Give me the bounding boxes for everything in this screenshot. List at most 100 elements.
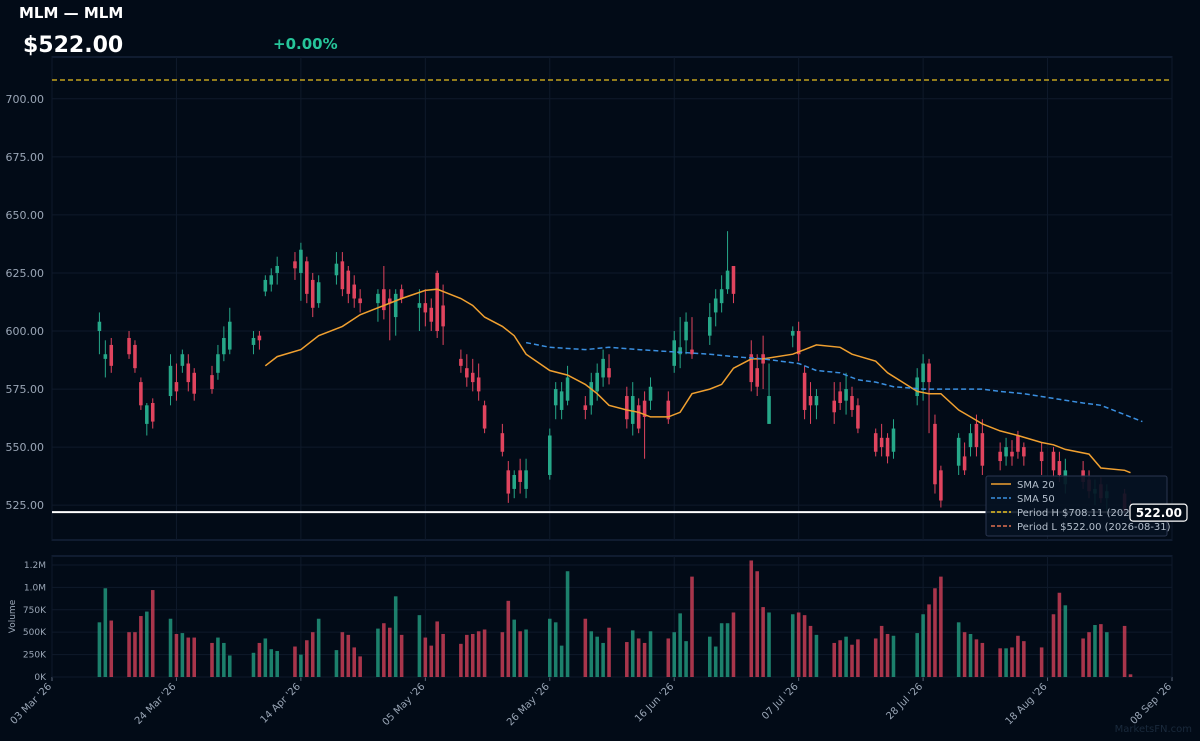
volume-bar <box>358 656 362 677</box>
x-tick-label: 18 Aug '26 <box>1004 681 1050 727</box>
volume-bar <box>719 623 724 677</box>
volume-bar <box>1010 647 1014 677</box>
volume-bar <box>755 571 759 677</box>
candle-body <box>388 298 392 304</box>
candle-body <box>1016 435 1020 452</box>
volume-bar <box>642 642 647 677</box>
candle-body <box>1057 461 1062 475</box>
x-tick-label: 14 Apr '26 <box>259 681 303 725</box>
candle-body <box>174 382 179 392</box>
volume-bar <box>174 633 179 677</box>
candle-body <box>441 305 445 327</box>
volume-bar <box>856 639 860 677</box>
candle-body <box>879 437 884 448</box>
candle-body <box>731 265 736 294</box>
candle-body <box>583 405 588 410</box>
legend-label: Period L $522.00 (2026-08-31) <box>1017 522 1171 533</box>
volume-bar <box>399 634 404 677</box>
candle-body <box>885 437 890 457</box>
volume-tick-label: 1.0M <box>24 583 46 593</box>
volume-axis-label: Volume <box>8 599 18 633</box>
candle-body <box>109 344 114 366</box>
candle-body <box>476 377 481 392</box>
candle-body <box>974 423 979 448</box>
volume-tick-label: 500K <box>23 628 47 638</box>
volume-bar <box>636 638 641 677</box>
candle-body <box>642 400 647 417</box>
volume-bar <box>1099 624 1103 677</box>
volume-bar <box>310 632 315 677</box>
candle-body <box>755 368 759 387</box>
candle-body <box>97 321 102 332</box>
volume-bar <box>150 590 155 677</box>
volume-bar <box>441 633 445 677</box>
volume-bar <box>275 651 279 677</box>
candle-body <box>263 279 268 292</box>
candle-body <box>672 340 676 366</box>
legend-label: SMA 50 <box>1017 494 1055 505</box>
candle-body <box>939 470 943 501</box>
volume-bar <box>678 613 682 677</box>
candle-body <box>376 293 380 304</box>
candle-body <box>553 389 558 406</box>
candle-body <box>891 428 896 452</box>
candle-body <box>713 298 718 313</box>
volume-bar <box>1022 641 1026 677</box>
volume-bar <box>601 642 605 677</box>
volume-bar <box>251 652 256 677</box>
volume-bar <box>216 637 220 677</box>
volume-bar <box>713 646 718 677</box>
candle-body <box>251 337 256 345</box>
volume-bar <box>228 655 232 677</box>
candle-body <box>933 423 937 485</box>
candle-body <box>435 272 439 332</box>
candle-body <box>1039 451 1044 462</box>
candle-body <box>708 317 712 336</box>
volume-bar <box>850 644 854 677</box>
price-tick-label: 600.00 <box>6 325 45 338</box>
candle-body <box>275 265 279 273</box>
volume-bar <box>832 642 836 677</box>
candle-body <box>470 372 475 383</box>
candle-body <box>482 405 487 429</box>
candle-body <box>186 363 191 383</box>
candle-body <box>589 382 594 406</box>
candle-body <box>850 396 854 410</box>
volume-bar <box>844 636 848 677</box>
volume-bar <box>915 633 919 677</box>
volume-bar <box>1105 632 1109 677</box>
volume-bar <box>257 642 262 677</box>
candle-body <box>346 270 351 294</box>
candle-body <box>228 321 232 350</box>
volume-bar <box>263 638 268 677</box>
candle-body <box>808 396 813 406</box>
candle-body <box>506 470 511 494</box>
watermark: MarketsFN.com <box>1114 724 1192 735</box>
volume-bar <box>761 607 765 677</box>
candle-body <box>814 396 819 406</box>
last-price-tag-label: 522.00 <box>1136 506 1182 520</box>
candle-body <box>767 396 771 424</box>
candle-body <box>500 433 505 452</box>
candle-body <box>150 402 155 422</box>
volume-bar <box>1122 625 1127 677</box>
candle-body <box>340 261 345 290</box>
volume-bar <box>968 633 973 677</box>
volume-bar <box>316 618 321 677</box>
volume-bar <box>382 623 386 677</box>
volume-bar <box>476 631 481 677</box>
volume-bar <box>921 614 925 677</box>
volume-bar <box>690 576 694 677</box>
price-change-display: +0.00% <box>273 35 338 53</box>
candle-body <box>980 433 985 466</box>
candle-body <box>725 270 730 290</box>
volume-bar <box>708 636 712 677</box>
volume-bar <box>393 596 398 677</box>
volume-bar <box>589 631 594 677</box>
candle-body <box>927 363 931 383</box>
volume-bar <box>725 623 730 677</box>
candle-body <box>956 437 961 466</box>
volume-bar <box>838 640 842 677</box>
candle-body <box>601 358 605 378</box>
